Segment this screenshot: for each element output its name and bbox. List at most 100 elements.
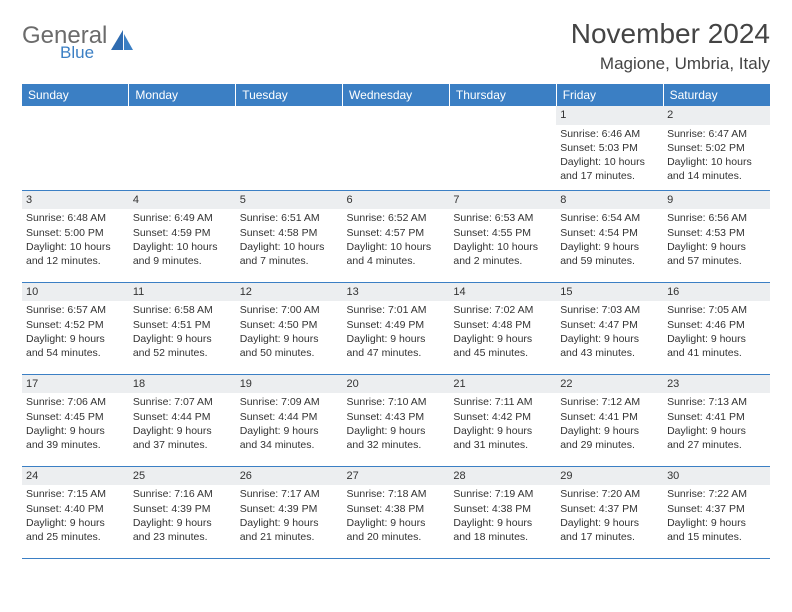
daylight-text: Daylight: 9 hours and 32 minutes. [347, 424, 446, 452]
daylight-text: Daylight: 9 hours and 52 minutes. [133, 332, 232, 360]
sail-icon [109, 28, 135, 57]
daylight-text: Daylight: 9 hours and 15 minutes. [667, 516, 766, 544]
daylight-text: Daylight: 9 hours and 34 minutes. [240, 424, 339, 452]
day-number: 2 [663, 106, 770, 125]
sunrise-text: Sunrise: 6:47 AM [667, 127, 766, 141]
sunrise-text: Sunrise: 7:15 AM [26, 487, 125, 501]
calendar-cell: 25Sunrise: 7:16 AMSunset: 4:39 PMDayligh… [129, 466, 236, 558]
calendar-cell [343, 106, 450, 190]
sunrise-text: Sunrise: 6:48 AM [26, 211, 125, 225]
sunrise-text: Sunrise: 6:54 AM [560, 211, 659, 225]
weekday-header: Saturday [663, 84, 770, 106]
sunset-text: Sunset: 4:49 PM [347, 318, 446, 332]
daylight-text: Daylight: 9 hours and 21 minutes. [240, 516, 339, 544]
sunrise-text: Sunrise: 7:20 AM [560, 487, 659, 501]
daylight-text: Daylight: 10 hours and 9 minutes. [133, 240, 232, 268]
day-number: 24 [22, 467, 129, 486]
weekday-header: Sunday [22, 84, 129, 106]
day-number: 8 [556, 191, 663, 210]
day-number: 28 [449, 467, 556, 486]
day-number: 22 [556, 375, 663, 394]
sunrise-text: Sunrise: 7:03 AM [560, 303, 659, 317]
sunrise-text: Sunrise: 6:51 AM [240, 211, 339, 225]
sunset-text: Sunset: 5:00 PM [26, 226, 125, 240]
calendar-cell: 11Sunrise: 6:58 AMSunset: 4:51 PMDayligh… [129, 282, 236, 374]
sunrise-text: Sunrise: 7:12 AM [560, 395, 659, 409]
calendar-cell: 1Sunrise: 6:46 AMSunset: 5:03 PMDaylight… [556, 106, 663, 190]
day-number: 11 [129, 283, 236, 302]
day-number: 15 [556, 283, 663, 302]
sunrise-text: Sunrise: 7:06 AM [26, 395, 125, 409]
sunrise-text: Sunrise: 6:46 AM [560, 127, 659, 141]
day-number: 16 [663, 283, 770, 302]
weekday-header: Thursday [449, 84, 556, 106]
sunset-text: Sunset: 4:55 PM [453, 226, 552, 240]
day-number: 6 [343, 191, 450, 210]
sunset-text: Sunset: 4:44 PM [240, 410, 339, 424]
sunrise-text: Sunrise: 6:53 AM [453, 211, 552, 225]
sunrise-text: Sunrise: 7:02 AM [453, 303, 552, 317]
sunrise-text: Sunrise: 7:18 AM [347, 487, 446, 501]
calendar-cell [22, 106, 129, 190]
sunset-text: Sunset: 4:44 PM [133, 410, 232, 424]
calendar-cell: 19Sunrise: 7:09 AMSunset: 4:44 PMDayligh… [236, 374, 343, 466]
calendar-cell: 27Sunrise: 7:18 AMSunset: 4:38 PMDayligh… [343, 466, 450, 558]
daylight-text: Daylight: 9 hours and 25 minutes. [26, 516, 125, 544]
sunrise-text: Sunrise: 7:09 AM [240, 395, 339, 409]
calendar-cell: 10Sunrise: 6:57 AMSunset: 4:52 PMDayligh… [22, 282, 129, 374]
day-number: 10 [22, 283, 129, 302]
day-number: 21 [449, 375, 556, 394]
sunrise-text: Sunrise: 7:07 AM [133, 395, 232, 409]
daylight-text: Daylight: 10 hours and 17 minutes. [560, 155, 659, 183]
daylight-text: Daylight: 10 hours and 4 minutes. [347, 240, 446, 268]
sunset-text: Sunset: 4:51 PM [133, 318, 232, 332]
sunset-text: Sunset: 4:52 PM [26, 318, 125, 332]
sunrise-text: Sunrise: 7:16 AM [133, 487, 232, 501]
sunset-text: Sunset: 4:39 PM [133, 502, 232, 516]
calendar-cell: 22Sunrise: 7:12 AMSunset: 4:41 PMDayligh… [556, 374, 663, 466]
daylight-text: Daylight: 9 hours and 41 minutes. [667, 332, 766, 360]
sunset-text: Sunset: 4:38 PM [453, 502, 552, 516]
sunrise-text: Sunrise: 7:01 AM [347, 303, 446, 317]
calendar-cell: 29Sunrise: 7:20 AMSunset: 4:37 PMDayligh… [556, 466, 663, 558]
sunset-text: Sunset: 4:54 PM [560, 226, 659, 240]
title-block: November 2024 Magione, Umbria, Italy [571, 18, 770, 74]
sunset-text: Sunset: 4:42 PM [453, 410, 552, 424]
day-number: 23 [663, 375, 770, 394]
daylight-text: Daylight: 10 hours and 14 minutes. [667, 155, 766, 183]
calendar-cell: 20Sunrise: 7:10 AMSunset: 4:43 PMDayligh… [343, 374, 450, 466]
calendar-cell: 26Sunrise: 7:17 AMSunset: 4:39 PMDayligh… [236, 466, 343, 558]
daylight-text: Daylight: 9 hours and 43 minutes. [560, 332, 659, 360]
calendar-cell: 9Sunrise: 6:56 AMSunset: 4:53 PMDaylight… [663, 190, 770, 282]
calendar-cell: 6Sunrise: 6:52 AMSunset: 4:57 PMDaylight… [343, 190, 450, 282]
calendar-row: 1Sunrise: 6:46 AMSunset: 5:03 PMDaylight… [22, 106, 770, 190]
sunrise-text: Sunrise: 6:56 AM [667, 211, 766, 225]
daylight-text: Daylight: 10 hours and 2 minutes. [453, 240, 552, 268]
calendar-cell: 23Sunrise: 7:13 AMSunset: 4:41 PMDayligh… [663, 374, 770, 466]
sunrise-text: Sunrise: 6:58 AM [133, 303, 232, 317]
daylight-text: Daylight: 9 hours and 31 minutes. [453, 424, 552, 452]
sunrise-text: Sunrise: 6:49 AM [133, 211, 232, 225]
day-number: 1 [556, 106, 663, 125]
logo: General Blue [22, 18, 135, 61]
weekday-header: Tuesday [236, 84, 343, 106]
calendar-cell: 7Sunrise: 6:53 AMSunset: 4:55 PMDaylight… [449, 190, 556, 282]
day-number: 13 [343, 283, 450, 302]
day-number: 26 [236, 467, 343, 486]
daylight-text: Daylight: 9 hours and 54 minutes. [26, 332, 125, 360]
calendar-table: SundayMondayTuesdayWednesdayThursdayFrid… [22, 84, 770, 559]
month-title: November 2024 [571, 18, 770, 50]
calendar-cell: 21Sunrise: 7:11 AMSunset: 4:42 PMDayligh… [449, 374, 556, 466]
sunset-text: Sunset: 4:41 PM [667, 410, 766, 424]
sunset-text: Sunset: 4:39 PM [240, 502, 339, 516]
sunset-text: Sunset: 4:59 PM [133, 226, 232, 240]
sunrise-text: Sunrise: 7:19 AM [453, 487, 552, 501]
calendar-cell: 15Sunrise: 7:03 AMSunset: 4:47 PMDayligh… [556, 282, 663, 374]
daylight-text: Daylight: 9 hours and 20 minutes. [347, 516, 446, 544]
daylight-text: Daylight: 9 hours and 59 minutes. [560, 240, 659, 268]
day-number: 29 [556, 467, 663, 486]
calendar-cell: 13Sunrise: 7:01 AMSunset: 4:49 PMDayligh… [343, 282, 450, 374]
daylight-text: Daylight: 9 hours and 23 minutes. [133, 516, 232, 544]
sunrise-text: Sunrise: 7:05 AM [667, 303, 766, 317]
day-number: 9 [663, 191, 770, 210]
